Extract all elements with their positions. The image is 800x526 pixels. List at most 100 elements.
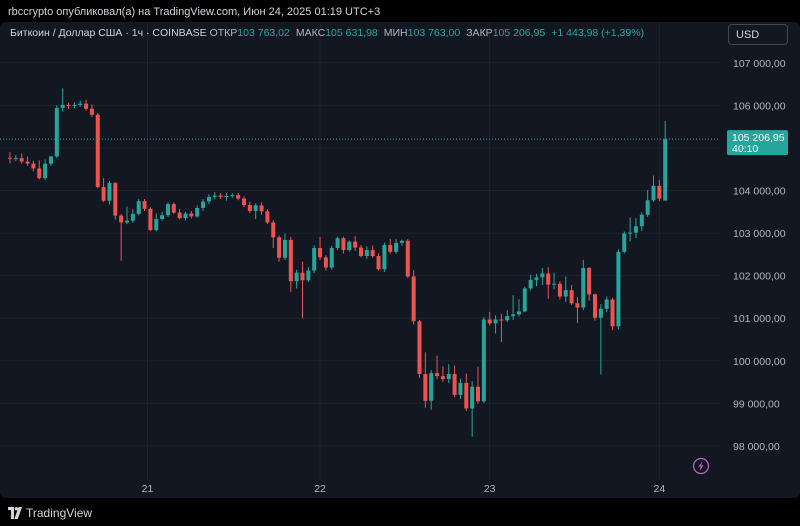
candle-body <box>242 198 246 205</box>
candle <box>458 378 463 400</box>
candle <box>125 206 129 225</box>
candle-body <box>657 185 662 199</box>
candlestick-chart[interactable]: 98 000,00 99 000,00 100 000,00 101 000,00 10… <box>0 22 800 498</box>
candle <box>347 240 352 252</box>
candle <box>651 175 656 202</box>
y-tick-label: 101 000,00 <box>733 313 786 325</box>
candle-body <box>604 299 609 309</box>
candle <box>236 193 241 201</box>
x-tick-label: 21 <box>142 483 154 495</box>
candle-body <box>534 277 539 280</box>
last-price-text: 105 206,95 <box>732 132 785 144</box>
candle <box>201 199 206 211</box>
x-tick-label: 22 <box>314 483 326 495</box>
candle <box>212 192 217 200</box>
candle <box>183 211 188 221</box>
candle <box>511 295 516 320</box>
candle-body <box>8 157 12 159</box>
candle <box>43 159 48 181</box>
candle <box>522 286 527 313</box>
candle-body <box>25 161 30 164</box>
last-price-label: 105 206,95 40:10 <box>727 130 788 156</box>
candle <box>113 182 118 220</box>
candle <box>78 100 83 108</box>
tradingview-logo-icon <box>8 507 22 519</box>
chart-grid <box>0 22 720 480</box>
candle <box>119 213 124 261</box>
candle-body <box>569 290 574 304</box>
candle <box>388 239 393 254</box>
candle <box>593 293 597 321</box>
candle-body <box>142 201 147 209</box>
candle-body <box>382 244 387 270</box>
bar-countdown: 40:10 <box>732 143 758 155</box>
candle-body <box>19 158 24 162</box>
candle <box>171 202 176 214</box>
candle-body <box>130 213 135 221</box>
footer-bar: TradingView <box>0 500 800 526</box>
lightning-icon[interactable] <box>692 457 710 475</box>
candle-body <box>189 213 194 217</box>
candle <box>399 239 404 246</box>
candle <box>587 267 592 301</box>
candle <box>37 160 42 180</box>
candle-body <box>557 283 562 297</box>
candle <box>259 202 264 215</box>
candle-body <box>236 195 241 199</box>
candle <box>382 242 387 272</box>
candle-body <box>593 294 597 318</box>
candle-body <box>125 220 129 223</box>
change-value: +1 443,98 (+1,39%) <box>551 27 645 39</box>
y-tick-label: 104 000,00 <box>733 185 786 197</box>
candle <box>633 218 638 239</box>
candle <box>341 236 346 254</box>
candle <box>19 153 24 164</box>
attribution-bar: rbccrypto опубликовал(а) на TradingView.… <box>0 0 800 24</box>
candle-body <box>411 276 416 322</box>
candle <box>598 304 603 375</box>
candle-body <box>598 308 603 318</box>
candle <box>48 156 53 166</box>
candle <box>452 365 457 398</box>
candle <box>72 102 77 109</box>
candle <box>429 370 434 410</box>
candle <box>464 373 469 412</box>
y-tick-label: 106 000,00 <box>733 100 786 112</box>
y-tick-label: 98 000,00 <box>733 441 780 453</box>
currency-button[interactable]: USD <box>728 24 788 45</box>
symbol-legend: Биткоин / Доллар США · 1ч · COINBASE ОТК… <box>10 27 650 39</box>
candle <box>294 269 299 289</box>
chart-frame[interactable]: Биткоин / Доллар США · 1ч · COINBASE ОТК… <box>0 22 800 498</box>
candle <box>540 267 545 286</box>
candle-body <box>224 196 229 198</box>
candle <box>8 152 12 164</box>
candle-body <box>183 213 188 219</box>
candle-body <box>78 103 83 105</box>
candle-body <box>218 195 223 197</box>
candle <box>411 270 416 325</box>
tradingview-brand: TradingView <box>26 506 93 520</box>
y-tick-label: 102 000,00 <box>733 271 786 283</box>
candle <box>148 207 153 231</box>
candle <box>481 316 486 403</box>
candle <box>230 193 235 198</box>
currency-label: USD <box>736 29 760 41</box>
low-value: 103 763,00 <box>407 27 461 39</box>
open-value: 103 763,02 <box>237 27 290 39</box>
candle <box>516 299 521 317</box>
candle-body <box>201 201 206 208</box>
candle-body <box>72 104 77 106</box>
candle <box>405 239 410 279</box>
close-value: 105 206,95 <box>492 27 546 39</box>
candle <box>13 155 18 162</box>
candle-body <box>651 185 656 201</box>
candle-body <box>37 168 42 179</box>
candle <box>394 239 399 254</box>
candle <box>60 88 65 112</box>
candle <box>622 231 627 254</box>
candle-body <box>294 272 299 282</box>
candle-body <box>522 288 527 312</box>
candle-body <box>470 386 475 409</box>
candle <box>136 199 141 216</box>
symbol-title: Биткоин / Доллар США · 1ч · COINBASE <box>10 27 207 39</box>
